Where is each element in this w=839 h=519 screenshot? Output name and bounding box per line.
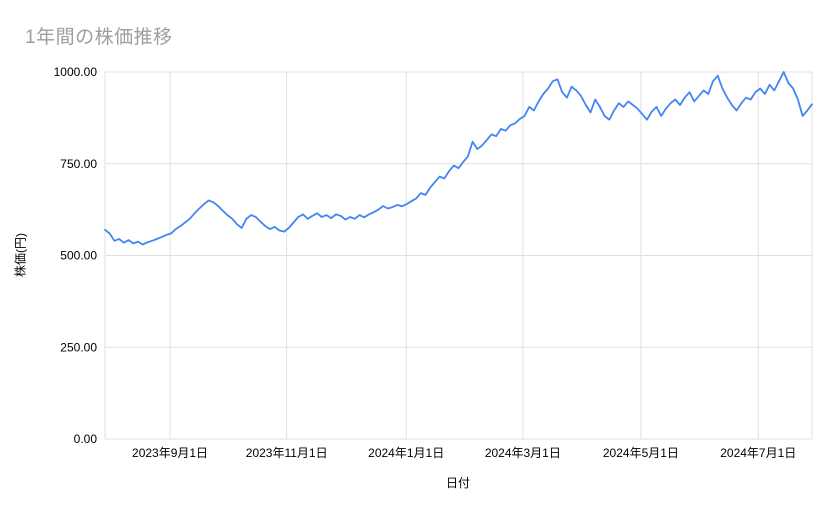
y-tick-label: 250.00 (60, 340, 97, 354)
x-tick-label: 2023年9月1日 (132, 446, 208, 460)
y-axis-title: 株価(円) (13, 233, 28, 277)
stock-price-line (104, 71, 813, 246)
x-tick-label: 2024年1月1日 (368, 446, 444, 460)
y-tick-label: 750.00 (60, 157, 97, 171)
x-tick-label: 2024年5月1日 (603, 446, 679, 460)
x-tick-label: 2024年3月1日 (485, 446, 561, 460)
chart-title: 1年間の株価推移 (25, 27, 173, 48)
y-tick-label: 500.00 (60, 249, 97, 263)
y-tick-label: 1000.00 (54, 65, 98, 79)
x-axis-title: 日付 (445, 476, 471, 490)
x-tick-label: 2024年7月1日 (720, 446, 796, 460)
y-tick-label: 0.00 (74, 432, 98, 446)
x-tick-label: 2023年11月1日 (246, 446, 328, 460)
